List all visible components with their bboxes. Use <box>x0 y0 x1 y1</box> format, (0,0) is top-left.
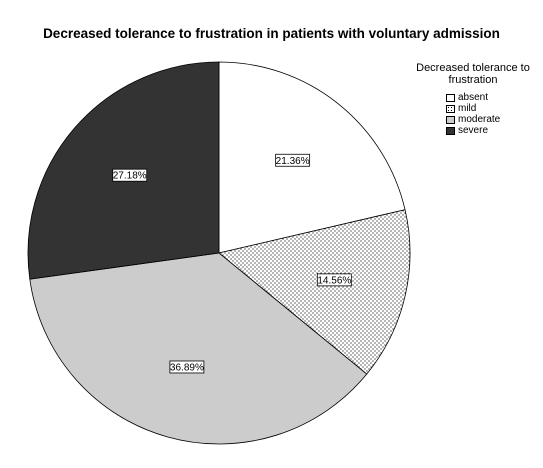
svg-text:27.18%: 27.18% <box>113 171 147 182</box>
legend-item-absent: absent <box>446 92 538 103</box>
pie-slice-mild <box>218 209 411 375</box>
svg-text:21.36%: 21.36% <box>276 156 310 167</box>
svg-text:36.89%: 36.89% <box>170 362 204 373</box>
legend-swatch-severe <box>446 126 455 135</box>
legend-label-moderate: moderate <box>458 114 501 125</box>
chart-title: Decreased tolerance to frustration in pa… <box>43 26 500 41</box>
slice-label-absent: 21.36% <box>275 153 311 167</box>
legend-item-moderate: moderate <box>446 114 538 125</box>
slice-label-severe: 27.18% <box>112 168 148 182</box>
legend-swatch-absent <box>446 93 455 102</box>
slice-label-mild: 14.56% <box>316 273 352 286</box>
legend-label-mild: mild <box>458 103 477 114</box>
svg-text:14.56%: 14.56% <box>317 275 351 286</box>
legend-title: Decreased tolerance to frustration <box>416 62 530 86</box>
legend-item-mild: mild <box>446 103 538 114</box>
legend: Decreased tolerance to frustration absen… <box>408 62 538 136</box>
legend-swatch-mild <box>446 104 455 113</box>
legend-label-severe: severe <box>458 125 489 136</box>
legend-item-severe: severe <box>446 125 538 136</box>
slice-label-moderate: 36.89% <box>169 360 205 373</box>
pie-slice-moderate <box>29 252 368 445</box>
pie-slice-absent <box>218 61 406 254</box>
legend-swatch-moderate <box>446 115 455 124</box>
legend-label-absent: absent <box>458 92 489 103</box>
